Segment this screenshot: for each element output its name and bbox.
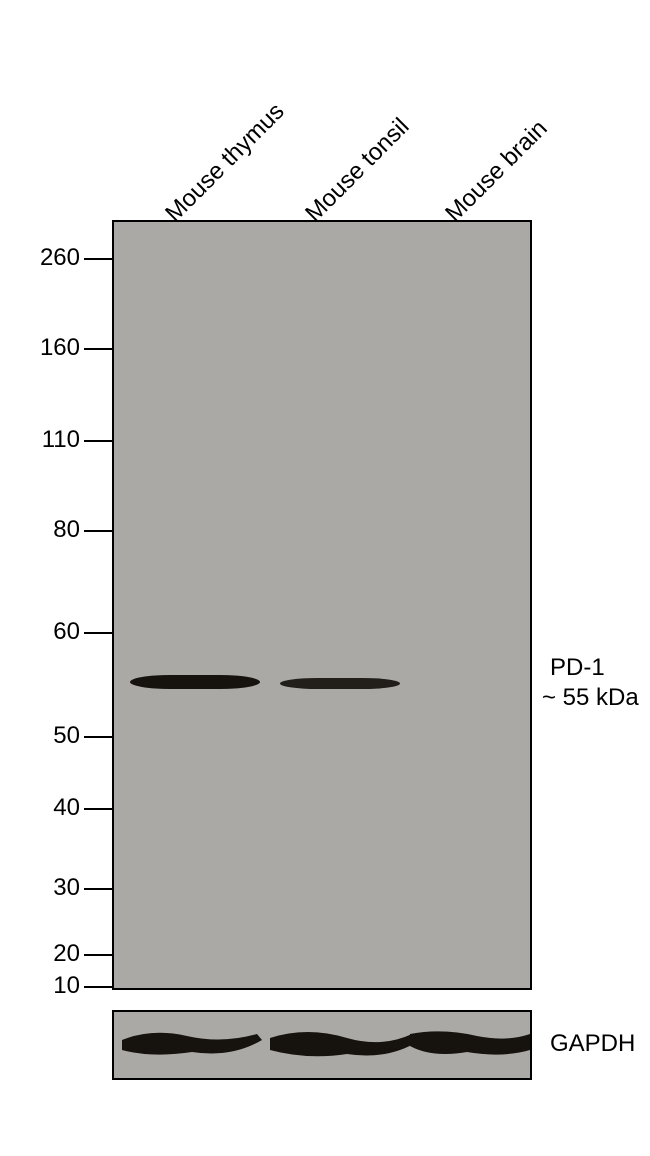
marker-tick: [84, 258, 112, 260]
target-name-label: PD-1: [550, 654, 605, 682]
marker-40: 40: [30, 794, 80, 822]
loading-control-label: GAPDH: [550, 1030, 635, 1058]
marker-tick: [84, 954, 112, 956]
pd1-band-lane1: [130, 675, 260, 689]
western-blot-figure: Mouse thymus Mouse tonsil Mouse brain 26…: [0, 0, 650, 1156]
marker-110: 110: [30, 426, 80, 454]
lane-label-1: Mouse thymus: [160, 98, 290, 228]
marker-tick: [84, 348, 112, 350]
marker-30: 30: [30, 874, 80, 902]
pd1-band-lane2: [280, 678, 400, 689]
marker-tick: [84, 440, 112, 442]
marker-160: 160: [30, 334, 80, 362]
marker-20: 20: [30, 940, 80, 968]
marker-50: 50: [30, 722, 80, 750]
marker-260: 260: [30, 244, 80, 272]
lane-label-3: Mouse brain: [440, 115, 553, 228]
gapdh-band-lane1: [112, 1010, 532, 1080]
marker-tick: [84, 632, 112, 634]
marker-10: 10: [30, 972, 80, 1000]
main-blot-panel: [112, 220, 532, 990]
marker-tick: [84, 888, 112, 890]
marker-80: 80: [30, 516, 80, 544]
lane-label-2: Mouse tonsil: [300, 113, 415, 228]
target-mw-label: ~ 55 kDa: [542, 684, 639, 712]
marker-tick: [84, 530, 112, 532]
marker-tick: [84, 736, 112, 738]
marker-tick: [84, 986, 112, 988]
marker-tick: [84, 808, 112, 810]
marker-60: 60: [30, 618, 80, 646]
